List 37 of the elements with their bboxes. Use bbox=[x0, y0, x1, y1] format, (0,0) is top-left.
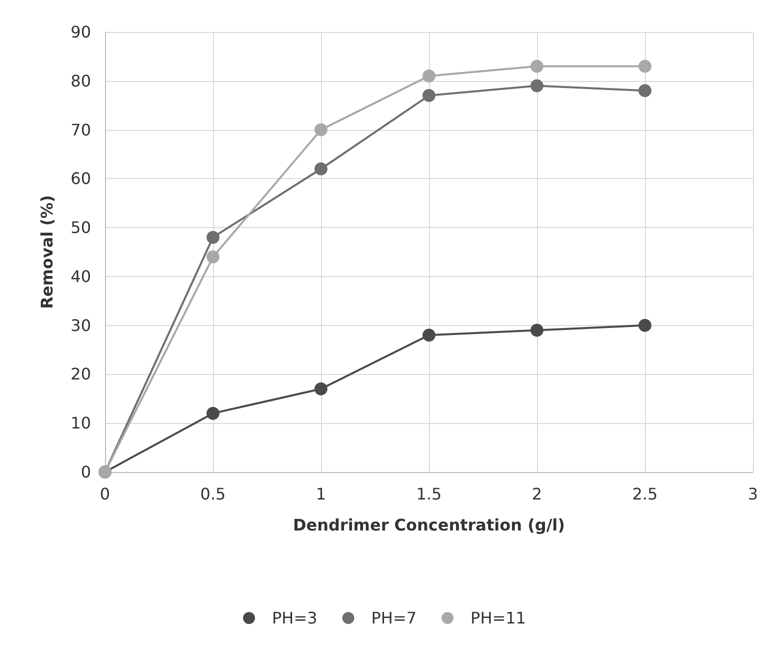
point bbox=[206, 250, 220, 264]
point bbox=[638, 60, 652, 73]
point bbox=[206, 406, 220, 420]
legend-label: PH=3 bbox=[272, 608, 318, 628]
point bbox=[530, 60, 544, 73]
point bbox=[314, 123, 328, 136]
point bbox=[422, 70, 436, 82]
y-tick-label: 0 bbox=[80, 462, 91, 482]
point bbox=[422, 328, 436, 342]
x-tick-label: 3 bbox=[748, 484, 758, 504]
point bbox=[422, 89, 436, 102]
point bbox=[206, 230, 220, 244]
x-tick-label: 2.5 bbox=[632, 484, 658, 504]
point bbox=[638, 318, 652, 332]
point bbox=[314, 382, 328, 396]
x-axis-title: Dendrimer Concentration (g/l) bbox=[292, 516, 565, 534]
x-tick-label: 0 bbox=[100, 484, 110, 504]
x-tick-label: 2 bbox=[532, 484, 542, 504]
y-tick-label: 20 bbox=[70, 364, 91, 384]
y-tick-label: 10 bbox=[70, 414, 91, 433]
x-tick-label: 0.5 bbox=[200, 484, 226, 504]
point bbox=[530, 79, 544, 92]
y-tick-label: 90 bbox=[70, 22, 91, 42]
y-tick-label: 30 bbox=[70, 316, 91, 335]
x-tick-label: 1 bbox=[316, 484, 326, 504]
y-tick-label: 40 bbox=[70, 266, 91, 286]
point bbox=[530, 324, 544, 337]
y-tick-label: 70 bbox=[70, 120, 91, 140]
y-axis-title: Removal (%) bbox=[38, 195, 56, 309]
legend-label: PH=11 bbox=[470, 608, 526, 628]
legend-label: PH=7 bbox=[371, 608, 417, 628]
point bbox=[314, 162, 328, 176]
y-tick-label: 50 bbox=[70, 218, 91, 238]
point bbox=[638, 84, 652, 98]
y-tick-label: 60 bbox=[70, 169, 91, 188]
x-tick-label: 1.5 bbox=[416, 484, 442, 504]
y-tick-label: 80 bbox=[70, 71, 91, 90]
